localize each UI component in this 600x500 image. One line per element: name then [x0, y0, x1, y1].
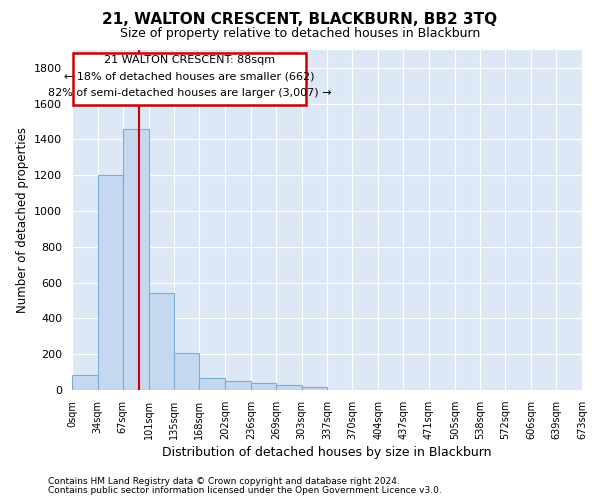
- Text: ← 18% of detached houses are smaller (662): ← 18% of detached houses are smaller (66…: [64, 72, 315, 82]
- Bar: [225, 381, 251, 390]
- Bar: [199, 378, 225, 390]
- Text: Contains public sector information licensed under the Open Government Licence v3: Contains public sector information licen…: [48, 486, 442, 495]
- X-axis label: Distribution of detached houses by size in Blackburn: Distribution of detached houses by size …: [162, 446, 492, 459]
- Bar: [175, 354, 199, 390]
- Bar: [251, 383, 276, 390]
- Bar: [123, 128, 149, 390]
- Bar: [72, 375, 98, 390]
- Text: 21 WALTON CRESCENT: 88sqm: 21 WALTON CRESCENT: 88sqm: [104, 56, 275, 66]
- Text: 21, WALTON CRESCENT, BLACKBURN, BB2 3TQ: 21, WALTON CRESCENT, BLACKBURN, BB2 3TQ: [103, 12, 497, 28]
- Y-axis label: Number of detached properties: Number of detached properties: [16, 127, 29, 313]
- Text: Contains HM Land Registry data © Crown copyright and database right 2024.: Contains HM Land Registry data © Crown c…: [48, 477, 400, 486]
- Text: Size of property relative to detached houses in Blackburn: Size of property relative to detached ho…: [120, 28, 480, 40]
- Bar: [276, 384, 302, 390]
- Bar: [149, 294, 175, 390]
- Bar: [98, 176, 123, 390]
- Text: 82% of semi-detached houses are larger (3,007) →: 82% of semi-detached houses are larger (…: [48, 88, 331, 98]
- FancyBboxPatch shape: [73, 52, 306, 106]
- Bar: [302, 388, 328, 390]
